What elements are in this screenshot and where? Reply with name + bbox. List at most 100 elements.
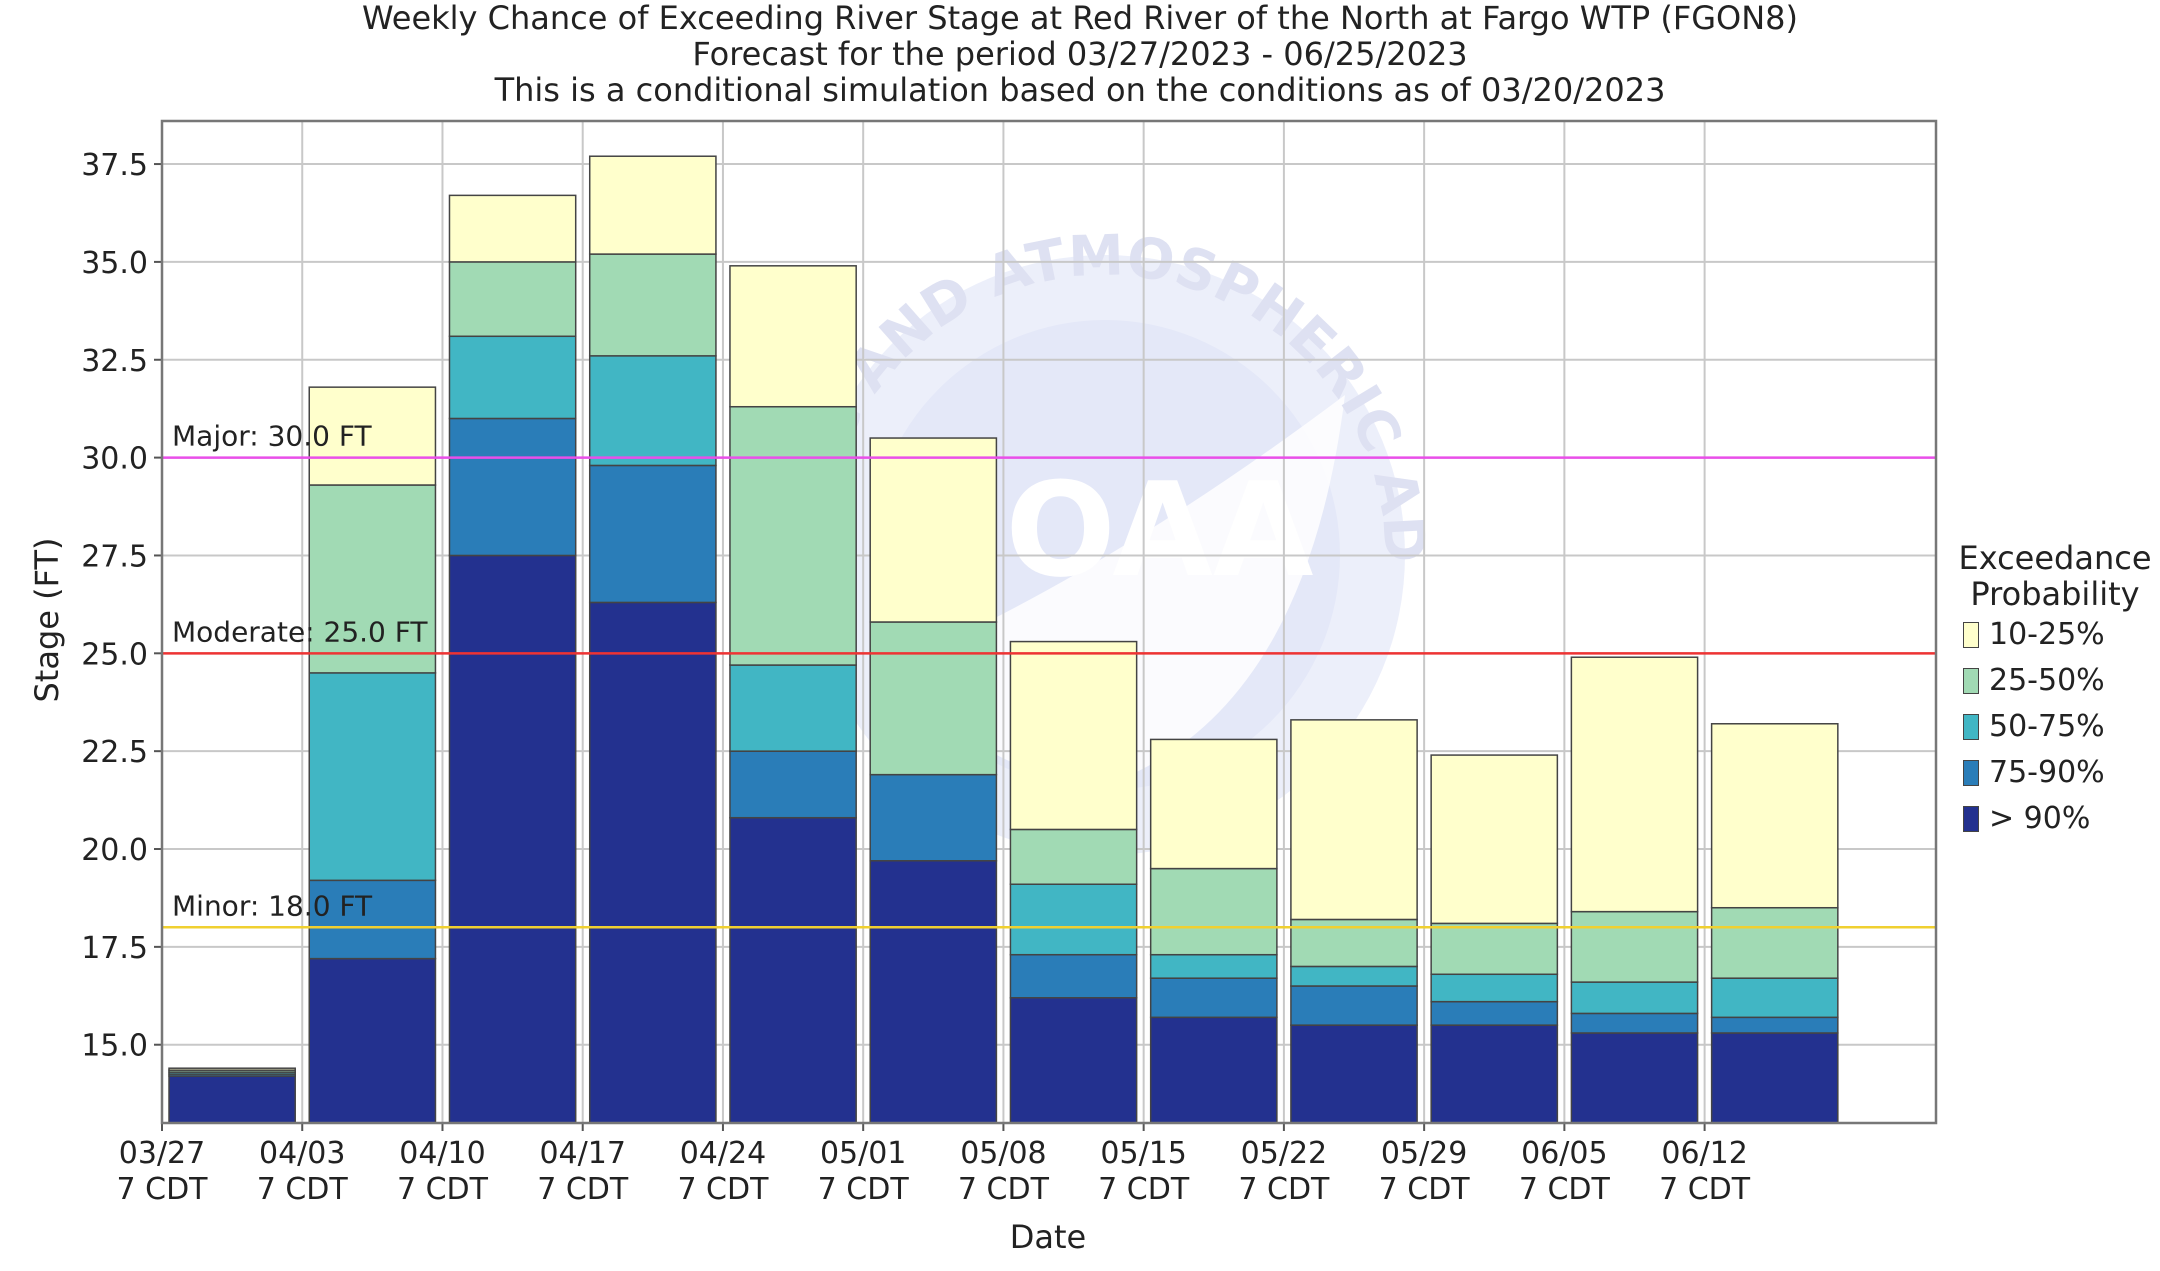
x-tick-label-date: 05/08 [960, 1136, 1046, 1171]
x-tick-label-time: 7 CDT [537, 1172, 629, 1207]
bar-segment [448, 261, 577, 338]
legend-items: 10-25% 25-50% 50-75% 75-90% > 90% [1955, 612, 2155, 842]
x-tick-label-time: 7 CDT [677, 1172, 769, 1207]
bar-segment [1149, 977, 1278, 1019]
bar-segment [308, 879, 437, 960]
bar-segment [869, 621, 998, 776]
threshold-label: Moderate: 25.0 FT [172, 615, 428, 648]
bar-segment [729, 405, 857, 666]
y-tick-label: 25.0 [81, 637, 148, 672]
bar-segment [1290, 719, 1418, 921]
legend-label: > 90% [1989, 801, 2091, 836]
bar-segment [448, 417, 577, 557]
legend-title-2: Probability [1970, 575, 2140, 613]
legend-item: 50-75% [1955, 704, 2155, 750]
bar-segment [1570, 1032, 1699, 1124]
legend-swatch [1963, 714, 1979, 740]
threshold-label: Major: 30.0 FT [172, 420, 372, 453]
x-tick-label-time: 7 CDT [1519, 1172, 1611, 1207]
axes: 15.0 17.5 20.0 22.5 25.0 27.5 30.0 32.5 35.0 37.5… [81, 119, 1938, 1207]
legend: Exceedance Probability 10-25% 25-50% 50-75… [1955, 540, 2155, 842]
bar-segment [588, 155, 717, 255]
legend-item: > 90% [1955, 796, 2155, 842]
x-tick-label-time: 7 CDT [1098, 1172, 1190, 1207]
y-tick-label: 15.0 [81, 1029, 148, 1064]
legend-title-1: Exceedance [1958, 539, 2152, 577]
y-tick-label: 22.5 [81, 735, 148, 770]
legend-item: 75-90% [1955, 750, 2155, 796]
chart-subtitle-period: Forecast for the period 03/27/2023 - 06/… [692, 35, 1468, 73]
x-tick-label-time: 7 CDT [1379, 1172, 1471, 1207]
bar-segment [869, 860, 998, 1124]
bar-segment [1570, 656, 1699, 913]
x-tick-label-time: 7 CDT [257, 1172, 349, 1207]
x-tick-label-date: 05/15 [1100, 1136, 1186, 1171]
y-tick-label: 27.5 [81, 539, 148, 574]
legend-swatch [1963, 622, 1979, 648]
bar-segment [1430, 1024, 1559, 1124]
chart-subtitle-conditions: This is a conditional simulation based o… [494, 71, 1666, 109]
bar-segment [1009, 640, 1138, 831]
x-tick-label-date: 04/03 [259, 1136, 345, 1171]
bar-segment [1430, 1000, 1559, 1026]
bar-segment [1430, 973, 1559, 1003]
chart-titles: Weekly Chance of Exceeding River Stage a… [0, 0, 2160, 108]
bars [168, 155, 1839, 1124]
x-tick-label-date: 05/22 [1241, 1136, 1327, 1171]
bar-segment [729, 664, 857, 752]
x-tick-label-date: 06/12 [1661, 1136, 1747, 1171]
x-tick-label-time: 7 CDT [1659, 1172, 1751, 1207]
bar-segment [1009, 828, 1138, 885]
bar-segment [168, 1075, 296, 1124]
threshold-label: Minor: 18.0 FT [172, 889, 373, 922]
bar-segment [1149, 867, 1278, 956]
bar-segment [1009, 997, 1138, 1124]
bar-segment [448, 554, 577, 1124]
y-tick-label: 17.5 [81, 931, 148, 966]
bar-segment [729, 750, 857, 819]
legend-label: 10-25% [1989, 617, 2105, 652]
legend-item: 10-25% [1955, 612, 2155, 658]
chart-title: Weekly Chance of Exceeding River Stage a… [361, 0, 1799, 37]
bar-segment [308, 672, 437, 882]
x-tick-label-time: 7 CDT [397, 1172, 489, 1207]
bar-segment [869, 437, 998, 623]
legend-swatch [1963, 668, 1979, 694]
x-tick-label-time: 7 CDT [1238, 1172, 1330, 1207]
y-axis-label: Stage (FT) [28, 537, 66, 703]
y-tick-label: 32.5 [81, 344, 148, 379]
bar-segment [588, 464, 717, 604]
thresholds: Major: 30.0 FT Moderate: 25.0 FT Minor: 18… [162, 420, 1936, 929]
x-tick-label-date: 06/05 [1521, 1136, 1607, 1171]
bar-segment [1710, 906, 1839, 979]
x-tick-label-date: 05/29 [1381, 1136, 1467, 1171]
y-tick-label: 37.5 [81, 148, 148, 183]
bar-segment [1290, 965, 1418, 987]
bar-segment [588, 601, 717, 1124]
bar-segment [1290, 1024, 1418, 1124]
bar-segment [1570, 910, 1699, 983]
plot-border [160, 119, 1938, 1125]
y-tick-label: 35.0 [81, 246, 148, 281]
legend-item: 25-50% [1955, 658, 2155, 704]
bar-segment [1430, 922, 1559, 976]
bar-segment [1009, 953, 1138, 999]
bar-segment [308, 484, 437, 674]
bar-segment [448, 194, 577, 263]
x-tick-label-time: 7 CDT [958, 1172, 1050, 1207]
bar-segment [1710, 977, 1839, 1019]
bar-segment [1710, 1032, 1839, 1124]
x-tick-label-time: 7 CDT [818, 1172, 910, 1207]
x-tick-label-date: 04/10 [399, 1136, 485, 1171]
bar-segment [168, 1067, 296, 1071]
legend-swatch [1963, 760, 1979, 786]
bar-segment [588, 253, 717, 357]
x-axis-label: Date [1009, 1218, 1087, 1256]
bar-segment [1710, 723, 1839, 909]
bar-segment [1149, 738, 1278, 870]
x-tick-label-date: 04/17 [539, 1136, 625, 1171]
x-tick-label-date: 04/24 [680, 1136, 766, 1171]
bar-segment [1570, 981, 1699, 1015]
legend-label: 75-90% [1989, 755, 2105, 790]
